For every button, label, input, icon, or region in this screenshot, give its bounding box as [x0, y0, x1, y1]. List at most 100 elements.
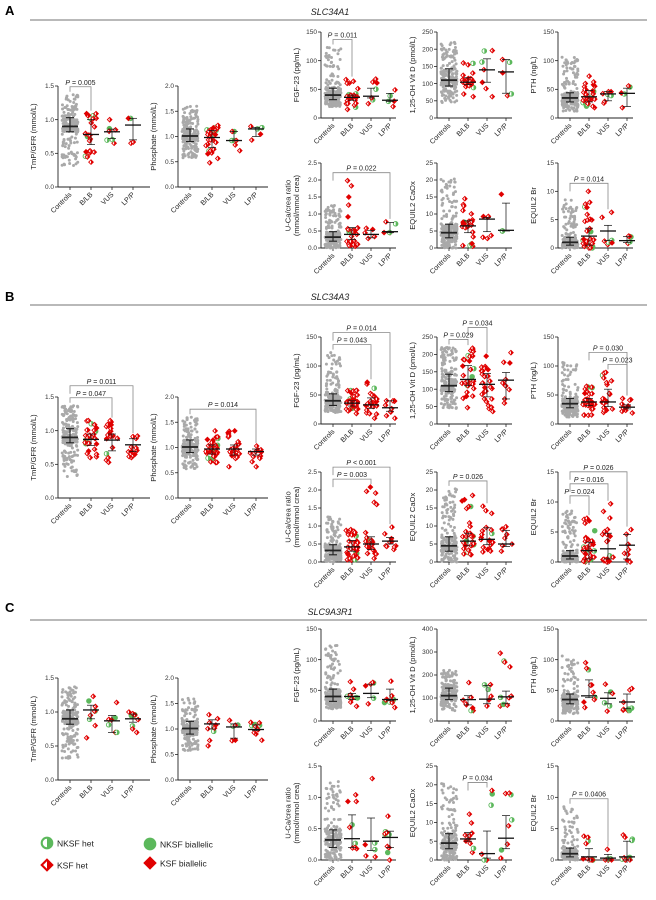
control-point [62, 406, 66, 410]
y-tick-label: 0.0 [45, 184, 54, 191]
x-tick-label: Controls [429, 428, 453, 452]
control-point [188, 118, 192, 122]
control-point [569, 364, 573, 368]
patient-point-fill [251, 137, 255, 143]
control-point [324, 215, 328, 219]
x-tick-label: Controls [170, 191, 194, 215]
y-axis-label: EQUIL2 CaOx [408, 181, 417, 230]
control-point [72, 114, 76, 118]
control-point [325, 56, 329, 60]
control-point [64, 425, 68, 429]
control-point [64, 121, 68, 125]
x-tick-label: Controls [313, 122, 337, 146]
control-point [328, 103, 332, 107]
patient-point [469, 373, 475, 380]
control-point [445, 511, 449, 515]
p-value-label: P = 0.030 [593, 345, 623, 352]
control-point [444, 94, 448, 98]
y-axis-label: FGF-23 (pg/mL) [292, 47, 301, 102]
control-point [323, 542, 327, 546]
y-tick-label: 150 [422, 64, 433, 71]
control-point [325, 78, 329, 82]
patient-point-fill [473, 61, 476, 66]
control-point [441, 358, 445, 362]
control-point [72, 163, 76, 167]
control-point [325, 45, 329, 49]
control-point [443, 74, 447, 78]
p-value-label: P = 0.011 [328, 32, 358, 39]
control-point [328, 213, 332, 217]
control-point [444, 350, 448, 354]
y-tick-label: 1.5 [165, 108, 174, 115]
control-point [326, 408, 330, 412]
control-point [335, 370, 339, 374]
p-value-label: P = 0.014 [574, 176, 604, 183]
control-point [75, 93, 79, 97]
control-point [193, 427, 197, 431]
control-point [323, 545, 327, 549]
control-point [571, 82, 575, 86]
control-point [61, 144, 65, 148]
control-point [326, 207, 330, 211]
control-point [326, 515, 330, 519]
y-axis-label: 1,25-OH Vit D (pmol/L) [408, 341, 417, 419]
y-tick-label: 20 [426, 487, 434, 494]
control-point [442, 521, 446, 525]
control-point [560, 234, 564, 238]
control-point [61, 129, 65, 133]
control-point [560, 55, 564, 59]
control-point [337, 379, 341, 383]
control-point [454, 199, 458, 203]
y-tick-label: 0 [429, 115, 433, 122]
y-tick-label: 2.0 [165, 83, 174, 90]
control-point [562, 70, 566, 74]
control-point [439, 402, 443, 406]
control-point [452, 526, 456, 530]
control-point [186, 433, 190, 437]
y-tick-label: 25 [426, 469, 434, 476]
control-point [325, 536, 329, 540]
control-point [72, 101, 76, 105]
control-point [184, 454, 188, 458]
control-point [563, 86, 567, 90]
control-point [449, 41, 453, 45]
patient-point [483, 353, 490, 360]
control-point [454, 222, 458, 226]
control-point [454, 406, 458, 410]
y-tick-label: 1.5 [308, 194, 317, 201]
control-point [452, 177, 456, 181]
control-point [441, 558, 445, 562]
y-tick-label: 0.5 [308, 228, 317, 235]
control-point [335, 218, 339, 222]
control-point [182, 424, 186, 428]
control-point [444, 528, 448, 532]
control-point [448, 61, 452, 65]
control-point [566, 245, 570, 249]
control-point [451, 96, 455, 100]
control-point [330, 209, 334, 213]
control-point [190, 145, 194, 149]
y-tick-label: 0.0 [45, 495, 54, 502]
control-point [337, 230, 341, 234]
patient-point-fill [347, 101, 351, 106]
x-tick-label: B/LB [79, 191, 95, 207]
control-point [323, 559, 327, 563]
control-point [566, 368, 570, 372]
patient-point-fill [465, 84, 469, 89]
control-point [451, 245, 455, 249]
control-point [446, 507, 450, 511]
control-point [440, 217, 444, 221]
control-point [328, 401, 332, 405]
control-point [453, 398, 457, 402]
control-point [564, 202, 568, 206]
control-point [569, 211, 573, 215]
control-point [450, 349, 454, 353]
control-point [447, 96, 451, 100]
control-point [569, 214, 573, 218]
y-tick-label: 25 [426, 160, 434, 167]
patient-point-fill [235, 142, 238, 148]
control-point [561, 387, 565, 391]
